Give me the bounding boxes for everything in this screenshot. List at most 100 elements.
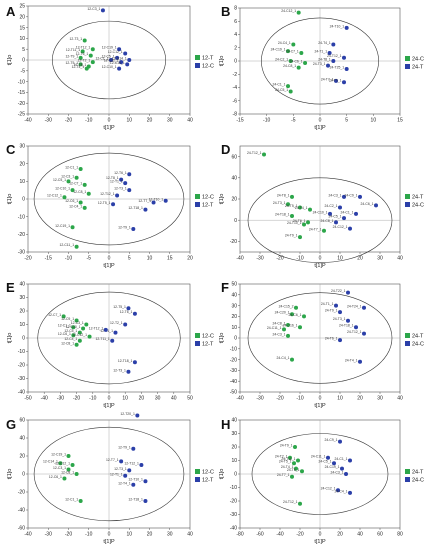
data-point [125,62,130,67]
confidence-ellipse [37,291,181,385]
point-label: 12-T18_1 [128,498,143,502]
legend-label: 24-T [412,334,424,340]
data-point [103,327,108,332]
data-point [298,235,302,240]
x-tick-label: -40 [24,118,31,124]
x-tick-label: 20 [337,532,343,538]
y-axis-title: t[1]o [7,469,13,480]
data-point [62,195,67,200]
y-axis-title: t[1]o [219,56,225,67]
y-tick-label: -40 [18,390,25,396]
data-point [123,473,128,478]
point-label: 12-T4_1 [118,481,131,485]
panel-g: G-40 -30 -20 -10 0 10 20 30 40-60-40-200204060t[… [6,412,214,545]
x-tick-label: -20 [24,256,31,262]
data-point [131,446,136,451]
data-point [127,468,132,473]
data-point [288,59,293,63]
x-tick-label: 10 [122,396,128,402]
y-tick-label: -30 [230,368,237,374]
panel-letter: C [6,142,16,157]
legend-label: 12-T [202,478,214,484]
point-label: 24-C3_1 [330,471,343,475]
point-label: 24-T7_1 [321,77,334,81]
x-tick-label: -15 [236,118,243,124]
confidence-ellipse [51,20,167,100]
panel-letter: D [221,142,230,157]
point-label: 24-C4_1 [276,356,289,360]
y-tick-label: 20 [231,445,237,451]
x-tick-label: 20 [357,256,363,262]
point-label: 24-C4_1 [334,489,347,493]
data-point [322,228,326,233]
data-point [344,25,349,30]
point-label: 24-T2_1 [275,454,288,458]
data-point [143,207,148,212]
y-tick-label: 10 [231,325,237,331]
point-label: 24-C10_1 [313,210,328,214]
point-label: 24-T12_1 [347,330,362,334]
y-tick-label: 10 [19,36,25,42]
x-tick-label: 80 [397,532,403,538]
data-point [80,49,85,54]
point-label: 24-T9_1 [325,309,338,313]
y-tick-label: 4 [234,32,237,38]
point-label: 24-C15_2 [279,304,294,308]
data-point [78,55,83,60]
data-point [354,211,358,216]
y-tick-label: 15 [19,25,25,31]
data-point [358,359,362,364]
x-tick-label: -20 [65,532,72,538]
y-tick-label: 60 [19,418,25,424]
data-point [338,439,342,444]
point-label: 12-C4_1 [69,204,82,208]
data-point [374,203,378,208]
x-tick-label: 50 [187,396,193,402]
data-point [286,49,290,54]
x-tick-label: 20 [147,118,153,124]
legend-swatch [405,194,410,199]
y-tick-label: 0 [22,472,25,478]
data-point [77,338,82,343]
data-point [303,60,308,65]
point-label: 12-T8_1 [74,63,87,67]
legend-label: 12-C [202,195,214,201]
data-point [66,454,71,458]
point-label: 12-T9_1 [66,54,79,58]
x-tick-label: -50 [24,396,31,402]
data-point [262,152,266,157]
data-point [296,65,301,70]
point-label: 12-C4_1 [64,337,77,341]
data-point [78,200,83,205]
point-label: 24-T4_1 [318,41,331,45]
point-label: 12-T7_1 [138,199,151,203]
legend-swatch [405,469,410,474]
point-label: 12-T3_1 [113,368,126,372]
y-tick-label: -40 [230,526,237,532]
data-point [358,194,362,199]
point-label: 12-C12_1 [55,462,70,466]
data-point [115,55,120,60]
data-point [298,205,302,210]
data-point [117,66,122,71]
x-tick-label: -30 [45,532,52,538]
legend-label: 24-T [412,195,424,201]
data-point [117,47,122,52]
data-point [87,334,92,339]
data-point [338,310,342,315]
y-tick-label: 0 [234,218,237,224]
point-label: 12-T1_1 [110,472,123,476]
point-label: 24-T11_1 [281,457,295,461]
point-label: 12-C19_1 [102,46,117,50]
confidence-ellipse [33,426,185,522]
y-tick-label: -10 [230,347,237,353]
point-label: 12-C5_1 [53,178,66,182]
point-label: 24-C20_1 [275,311,290,315]
y-tick-label: -20 [18,490,25,496]
point-label: 24-T12_1 [283,500,298,504]
legend-label: 24-T [412,65,424,71]
data-point [126,306,131,311]
y-tick-label: 40 [19,282,25,288]
panel-letter: H [221,417,230,432]
x-tick-label: 10 [147,256,153,262]
